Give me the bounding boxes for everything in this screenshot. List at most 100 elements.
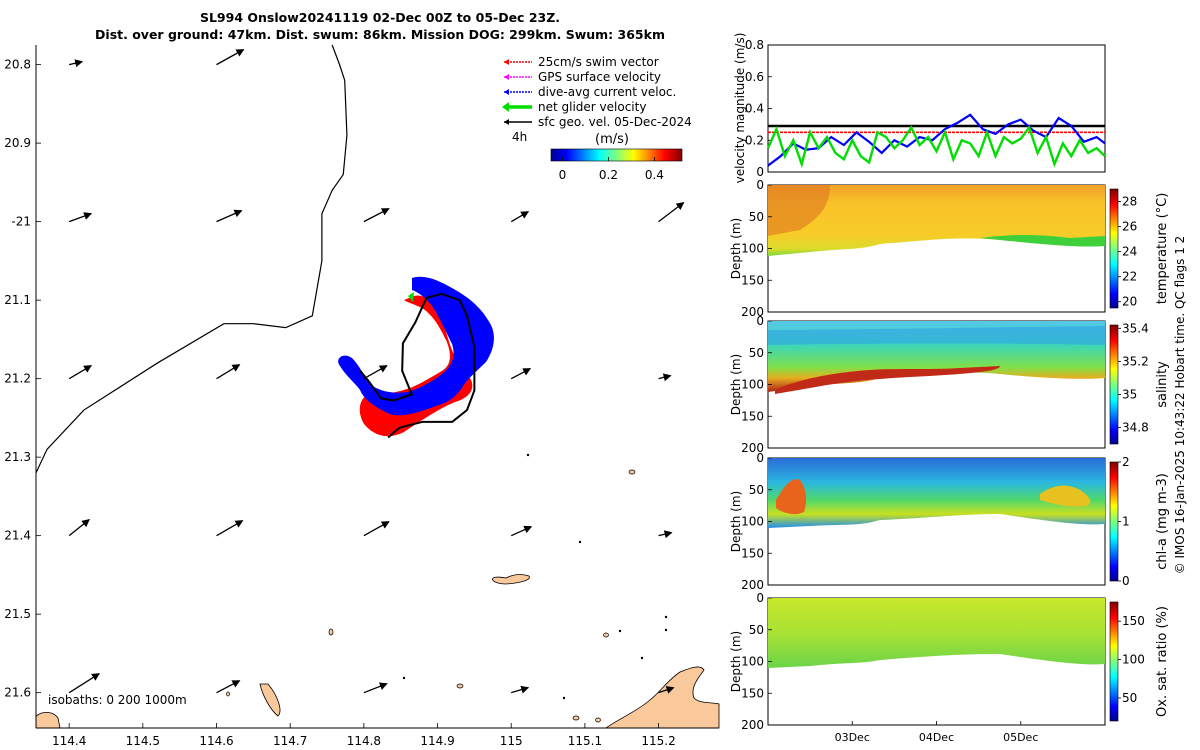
colorbar-tick-label: 28 <box>1122 195 1137 209</box>
chl-maximum-patch <box>776 479 807 515</box>
map-colorbar-tick-label: 0.2 <box>599 168 618 182</box>
velocity-series-line <box>767 113 1106 167</box>
islet <box>328 628 334 636</box>
map-x-tick-label: 114.8 <box>347 734 381 748</box>
map-y-tick-label: 20.8 <box>4 58 31 72</box>
figure-title-line1: SL994 Onslow20241119 02-Dec 00Z to 05-De… <box>199 10 561 25</box>
velocity-y-tick-label: 0.4 <box>745 102 764 116</box>
chl-panel <box>767 457 1106 586</box>
legend-swatch-net-head <box>502 102 509 112</box>
map-colorbar-tick-label: 0 <box>559 168 567 182</box>
islet <box>402 676 406 680</box>
colorbar-tick-label: 2 <box>1122 455 1130 469</box>
depth-tick-label: 0 <box>756 314 764 328</box>
map-y-tick-label: 21.2 <box>4 372 31 386</box>
date-tick-label: 03Dec <box>835 731 870 744</box>
glider-swath <box>338 276 494 437</box>
map-colorbar-tick-label: 0.4 <box>645 168 664 182</box>
colorbar-tick-label: 0 <box>1122 574 1130 588</box>
salinity-salty-layer <box>775 366 1000 394</box>
geo-velocity-arrow <box>363 365 388 380</box>
depth-axis-label: Depth (m) <box>729 218 743 279</box>
section-axes: 0 50 100 150 200 Depth (m) 0 50 100 150 200 Depth (… <box>729 178 772 732</box>
glider-track <box>359 292 476 439</box>
oxygen-panel <box>767 597 1106 726</box>
depth-tick-label: 150 <box>741 546 764 560</box>
map-y-tick-label: 21.3 <box>4 450 31 464</box>
islet <box>603 632 609 638</box>
velocity-y-tick-label: 0.2 <box>745 133 764 147</box>
velocity-y-tick-label: 0.6 <box>745 70 764 84</box>
map-y-tick-label: 20.9 <box>4 136 31 150</box>
salinity-fresh-layer <box>768 326 1105 345</box>
depth-tick-label: 200 <box>741 578 764 592</box>
map-colorbar-ticks: 0 0.2 0.4 <box>559 157 664 182</box>
depth-tick-label: 100 <box>741 242 764 256</box>
velocity-series <box>766 113 1106 169</box>
depth-tick-label: 200 <box>741 305 764 319</box>
map-x-tick-label: 114.4 <box>52 734 86 748</box>
island <box>259 683 281 717</box>
geo-velocity-arrow <box>216 680 241 694</box>
coastline <box>35 44 348 474</box>
date-tick-label: 05Dec <box>1003 731 1038 744</box>
footer-timestamp: © IMOS 16-Jan-2025 10:43:22 Hobart time.… <box>1173 236 1187 575</box>
figure-title-line2: Dist. over ground: 47km. Dist. swum: 86k… <box>95 27 665 42</box>
isobaths-label: isobaths: 0 200 1000m <box>48 693 187 707</box>
legend-label-gps: GPS surface velocity <box>538 70 661 84</box>
map-x-tick-label: 114.7 <box>273 734 307 748</box>
geo-velocity-arrow <box>216 364 241 380</box>
colorbar-tick-label: 34.8 <box>1122 420 1149 434</box>
geo-velocity-arrow <box>68 673 101 694</box>
colorbar-tick-label: 26 <box>1122 220 1137 234</box>
islet <box>664 628 668 632</box>
colorbar-tick-label: 24 <box>1122 245 1137 259</box>
chl-secondary-patch <box>1040 485 1091 507</box>
colorbar <box>1109 461 1119 582</box>
geo-velocity-arrow <box>658 373 672 382</box>
net-velocity-marker <box>408 292 414 302</box>
depth-tick-label: 50 <box>749 483 764 497</box>
legend-label-dac: dive-avg current veloc. <box>538 85 676 99</box>
map-x-tick-label: 115.1 <box>568 734 602 748</box>
map-y-ticks: 20.8 20.9 -21 21.1 21.2 21.3 21.4 21.5 21.6 <box>4 58 41 700</box>
date-tick-label: 04Dec <box>919 731 954 744</box>
geo-velocity-arrow <box>216 520 244 537</box>
colorbar <box>1109 188 1119 309</box>
geo-velocity-arrow <box>68 365 93 380</box>
islet <box>618 629 622 633</box>
geo-velocity-arrow <box>69 59 84 68</box>
map-x-tick-label: 114.6 <box>199 734 233 748</box>
chl-section <box>768 458 1105 528</box>
colorbar-tick-label: 35.2 <box>1122 354 1149 368</box>
islet <box>628 469 636 475</box>
depth-tick-label: 100 <box>741 655 764 669</box>
legend-swatch-sfc-head <box>504 119 509 125</box>
legend-swatch-gps-head <box>504 74 509 80</box>
geo-velocity-vectors <box>68 49 685 694</box>
geo-velocity-arrow <box>363 682 388 694</box>
islet <box>595 717 601 723</box>
geo-velocity-arrow <box>510 211 530 223</box>
depth-tick-label: 200 <box>741 441 764 455</box>
colorbar-label: salinity <box>1155 361 1170 408</box>
islet <box>640 656 644 660</box>
islet <box>456 683 464 689</box>
colorbar-tick-label: 50 <box>1122 691 1137 705</box>
legend-label-swim: 25cm/s swim vector <box>538 55 659 69</box>
depth-tick-label: 50 <box>749 346 764 360</box>
geo-velocity-arrow <box>510 368 532 380</box>
islet <box>664 615 668 619</box>
geo-velocity-arrow <box>363 208 390 223</box>
colorbar-tick-label: 1 <box>1122 515 1130 529</box>
islet <box>572 715 580 721</box>
depth-tick-label: 150 <box>741 409 764 423</box>
depth-axis-label: Depth (m) <box>729 491 743 552</box>
colorbar-label: Ox. sat. ratio (%) <box>1155 606 1170 717</box>
map-colorbar <box>550 148 683 162</box>
geo-velocity-arrow <box>658 530 673 539</box>
temperature-cool-layer <box>980 235 1105 247</box>
islet <box>562 696 566 700</box>
